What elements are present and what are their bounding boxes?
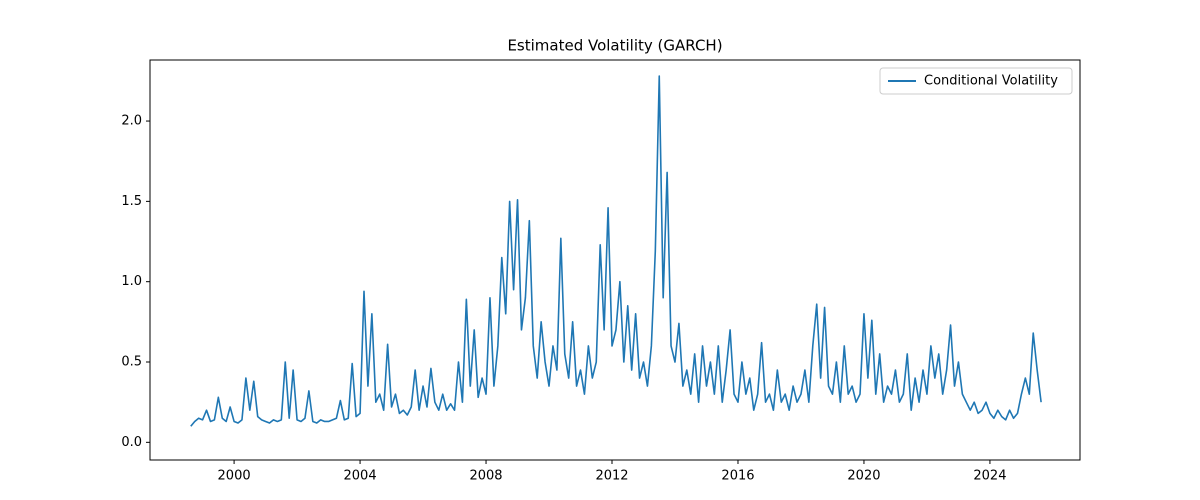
y-tick-label: 0.0 [121,435,142,450]
y-tick-label: 1.0 [121,274,142,289]
x-tick-label: 2008 [469,469,502,484]
axes-frame [149,59,1081,461]
chart-title: Estimated Volatility (GARCH) [507,37,722,55]
x-tick-label: 2004 [344,469,377,484]
line [190,75,1042,427]
y-tick-label: 2.0 [121,114,142,129]
x-tick-label: 2020 [847,469,880,484]
x-tick-label: 2012 [595,469,628,484]
x-tick-label: 2016 [721,469,754,484]
y-tick-label: 0.5 [121,355,142,370]
x-tick-label: 2024 [973,469,1006,484]
legend-label: Conditional Volatility [924,74,1058,89]
x-tick-label: 2000 [218,469,251,484]
y-tick-label: 1.5 [121,194,142,209]
legend-box [879,67,1073,95]
